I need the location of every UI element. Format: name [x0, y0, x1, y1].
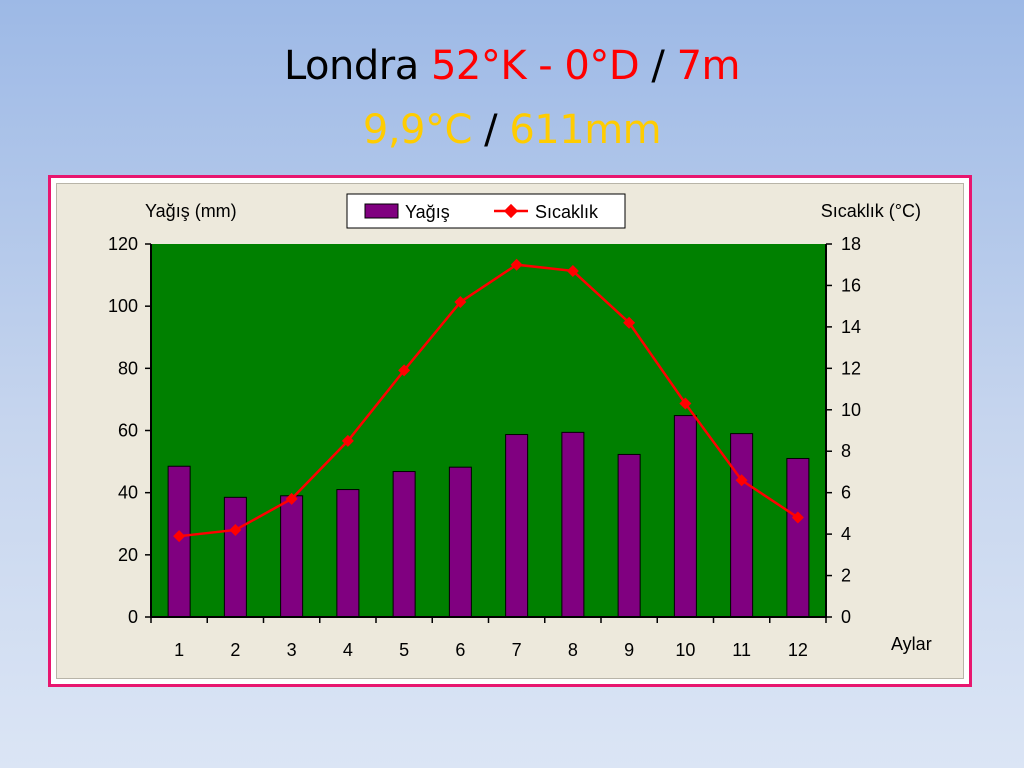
y-tick-label: 40 — [118, 483, 138, 503]
title-separator: / — [651, 43, 665, 89]
x-tick-label: 8 — [568, 640, 578, 660]
x-tick-label: 2 — [230, 640, 240, 660]
legend: Yağış Sıcaklık — [346, 193, 626, 229]
y-tick-label: 0 — [128, 607, 138, 627]
slide-subtitle: 9,9°C / 611mm — [0, 106, 1024, 154]
x-axis-label: Aylar — [891, 634, 932, 654]
precip-bar-10 — [673, 415, 697, 618]
y2-tick-label: 8 — [841, 441, 851, 461]
precip-bar-12 — [786, 457, 810, 618]
x-tick-label: 10 — [675, 640, 695, 660]
y-axis-label: Yağış (mm) — [145, 201, 237, 221]
x-tick-label: 9 — [624, 640, 634, 660]
y-tick-label: 120 — [108, 234, 138, 254]
y-tick-label: 80 — [118, 358, 138, 378]
y2-axis-label: Sıcaklık (°C) — [821, 201, 921, 221]
slide-title: Londra 52°K - 0°D / 7m — [0, 42, 1024, 90]
legend-line-label: Sıcaklık — [535, 202, 599, 222]
y2-tick-label: 10 — [841, 400, 861, 420]
precip-bar-5 — [392, 471, 416, 618]
x-tick-label: 7 — [512, 640, 522, 660]
y2-tick-label: 16 — [841, 275, 861, 295]
title-elevation: 7m — [676, 43, 741, 89]
temperature-point-2 — [229, 523, 242, 536]
subtitle-rainfall: 611mm — [509, 107, 662, 153]
precip-bar-3 — [280, 495, 304, 618]
x-tick-label: 6 — [455, 640, 465, 660]
precip-bar-2 — [223, 496, 247, 618]
plot-area — [151, 244, 826, 617]
y2-tick-label: 12 — [841, 358, 861, 378]
temperature-point-7 — [510, 258, 523, 271]
precip-bar-9 — [617, 453, 641, 618]
temperature-point-12 — [791, 511, 804, 524]
precip-bar-11 — [730, 433, 754, 618]
x-tick-label: 11 — [732, 640, 751, 660]
temperature-point-11 — [735, 474, 748, 487]
title-city: Londra — [283, 43, 419, 89]
temperature-point-6 — [454, 296, 467, 309]
y2-tick-label: 2 — [841, 566, 851, 586]
y-tick-label: 60 — [118, 421, 138, 441]
x-tick-label: 4 — [343, 640, 353, 660]
x-tick-label: 3 — [287, 640, 297, 660]
y2-tick-label: 18 — [841, 234, 861, 254]
temperature-point-5 — [398, 364, 411, 377]
precip-bar-8 — [561, 431, 585, 618]
temperature-point-8 — [566, 264, 579, 277]
legend-bar-swatch — [364, 203, 399, 219]
subtitle-separator: / — [484, 107, 498, 153]
x-tick-label: 1 — [174, 640, 184, 660]
y2-tick-label: 0 — [841, 607, 851, 627]
y2-tick-label: 6 — [841, 483, 851, 503]
temperature-point-1 — [173, 530, 186, 543]
y-tick-label: 100 — [108, 296, 138, 316]
precip-bar-6 — [448, 466, 472, 618]
legend-bar-label: Yağış — [405, 202, 450, 222]
precip-bar-4 — [336, 489, 360, 618]
temperature-point-9 — [623, 316, 636, 329]
temperature-point-4 — [341, 434, 354, 447]
y2-tick-label: 4 — [841, 524, 851, 544]
subtitle-temperature: 9,9°C — [362, 107, 473, 153]
y2-tick-label: 14 — [841, 317, 861, 337]
x-tick-label: 5 — [399, 640, 409, 660]
temperature-line — [178, 263, 799, 538]
title-coordinates: 52°K - 0°D — [430, 43, 640, 89]
y-tick-label: 20 — [118, 545, 138, 565]
precip-bar-7 — [505, 434, 529, 618]
temperature-point-10 — [679, 397, 692, 410]
x-tick-label: 12 — [788, 640, 808, 660]
legend-line-marker — [503, 203, 519, 219]
temperature-point-3 — [285, 492, 298, 505]
